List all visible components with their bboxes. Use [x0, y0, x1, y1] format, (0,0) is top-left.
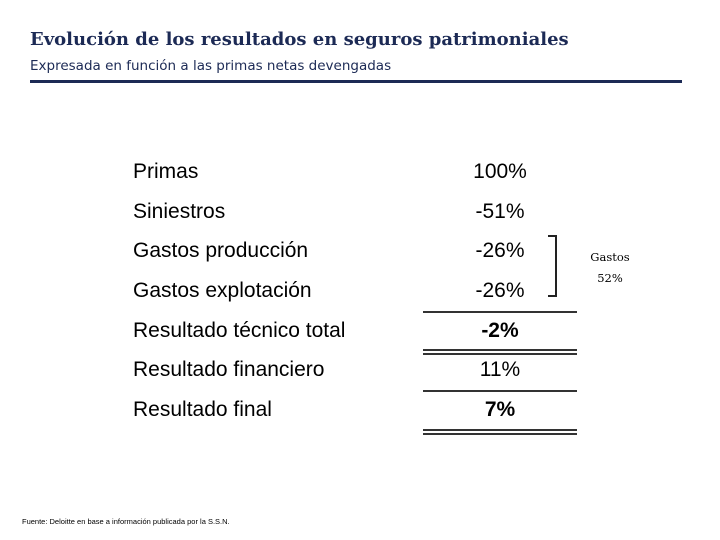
- title: Evolución de los resultados en seguros p…: [30, 29, 569, 50]
- bracket-value: 52%: [597, 271, 623, 285]
- row-value: -26%: [475, 239, 525, 262]
- row-value: 11%: [479, 358, 521, 381]
- row-label: Resultado final: [133, 398, 272, 421]
- row-value: 100%: [473, 160, 527, 183]
- row-value: -26%: [475, 279, 525, 302]
- double-line: [423, 349, 577, 351]
- row-label: Gastos explotación: [133, 279, 312, 302]
- bracket-label: Gastos: [590, 250, 630, 264]
- bracket: [548, 235, 557, 297]
- row-value: 7%: [484, 398, 516, 421]
- row-label: Resultado técnico total: [133, 319, 346, 342]
- double-line: [423, 433, 577, 435]
- footnote: Fuente: Deloitte en base a información p…: [22, 517, 230, 526]
- row-label: Primas: [133, 160, 199, 183]
- bracket-shape: [548, 235, 557, 297]
- subtitle: Expresada en función a las primas netas …: [30, 58, 392, 74]
- sum-line: [423, 311, 577, 313]
- row-label: Siniestros: [133, 200, 226, 223]
- sum-line: [423, 390, 577, 392]
- row-value: -2%: [481, 319, 519, 342]
- header-rule: [30, 80, 682, 83]
- double-line: [423, 429, 577, 431]
- row-value: -51%: [475, 200, 525, 223]
- row-label: Gastos producción: [133, 239, 309, 262]
- double-line: [423, 353, 577, 355]
- row-label: Resultado financiero: [133, 358, 325, 381]
